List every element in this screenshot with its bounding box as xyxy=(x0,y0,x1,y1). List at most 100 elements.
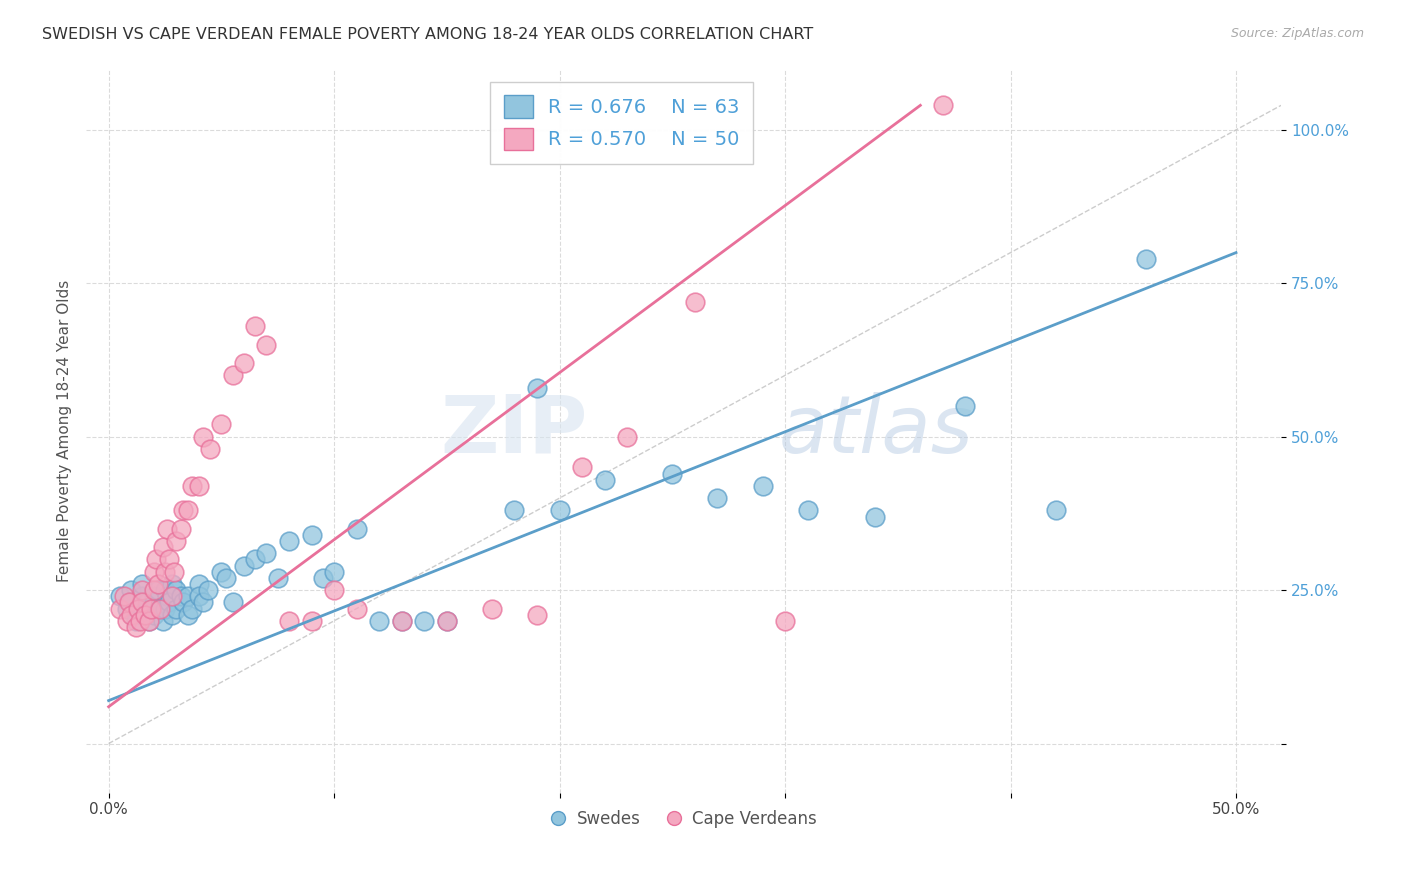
Cape Verdeans xyxy=(256,337,278,351)
Swedes xyxy=(142,589,165,603)
Swedes xyxy=(149,601,172,615)
Cape Verdeans xyxy=(160,589,183,603)
Swedes xyxy=(436,614,458,628)
Cape Verdeans xyxy=(323,583,346,598)
Cape Verdeans xyxy=(134,607,156,622)
Cape Verdeans xyxy=(159,552,181,566)
Cape Verdeans xyxy=(243,319,266,334)
Cape Verdeans xyxy=(198,442,221,456)
Swedes xyxy=(136,595,159,609)
Swedes xyxy=(120,583,142,598)
Text: SWEDISH VS CAPE VERDEAN FEMALE POVERTY AMONG 18-24 YEAR OLDS CORRELATION CHART: SWEDISH VS CAPE VERDEAN FEMALE POVERTY A… xyxy=(42,27,814,42)
Cape Verdeans xyxy=(145,552,167,566)
Cape Verdeans xyxy=(232,356,254,370)
Swedes xyxy=(124,614,146,628)
Swedes xyxy=(256,546,278,560)
Cape Verdeans xyxy=(141,601,163,615)
Swedes xyxy=(131,589,153,603)
Cape Verdeans xyxy=(176,503,198,517)
Cape Verdeans xyxy=(138,614,160,628)
Swedes xyxy=(1045,503,1067,517)
Swedes xyxy=(127,601,149,615)
Cape Verdeans xyxy=(148,577,170,591)
Swedes xyxy=(156,589,179,603)
Swedes xyxy=(142,595,165,609)
Swedes xyxy=(955,399,977,413)
Swedes xyxy=(131,577,153,591)
Cape Verdeans xyxy=(129,614,152,628)
Swedes xyxy=(221,595,243,609)
Cape Verdeans xyxy=(683,294,706,309)
Legend: Swedes, Cape Verdeans: Swedes, Cape Verdeans xyxy=(544,804,824,835)
Swedes xyxy=(413,614,436,628)
Cape Verdeans xyxy=(165,534,187,549)
Swedes xyxy=(131,607,153,622)
Swedes xyxy=(152,614,174,628)
Swedes xyxy=(187,589,209,603)
Cape Verdeans xyxy=(481,601,503,615)
Swedes xyxy=(115,601,138,615)
Text: ZIP: ZIP xyxy=(440,392,588,469)
Swedes xyxy=(176,607,198,622)
Swedes xyxy=(526,381,548,395)
Swedes xyxy=(197,583,219,598)
Swedes xyxy=(138,614,160,628)
Cape Verdeans xyxy=(131,583,153,598)
Swedes xyxy=(548,503,571,517)
Cape Verdeans xyxy=(187,479,209,493)
Cape Verdeans xyxy=(170,522,193,536)
Swedes xyxy=(160,607,183,622)
Swedes xyxy=(108,589,131,603)
Cape Verdeans xyxy=(526,607,548,622)
Swedes xyxy=(706,491,728,505)
Swedes xyxy=(120,595,142,609)
Cape Verdeans xyxy=(124,620,146,634)
Cape Verdeans xyxy=(156,522,179,536)
Cape Verdeans xyxy=(301,614,323,628)
Swedes xyxy=(176,589,198,603)
Swedes xyxy=(267,571,290,585)
Cape Verdeans xyxy=(153,565,176,579)
Swedes xyxy=(148,583,170,598)
Cape Verdeans xyxy=(616,430,638,444)
Cape Verdeans xyxy=(163,565,186,579)
Swedes xyxy=(142,607,165,622)
Cape Verdeans xyxy=(127,601,149,615)
Swedes xyxy=(391,614,413,628)
Swedes xyxy=(865,509,887,524)
Cape Verdeans xyxy=(391,614,413,628)
Swedes xyxy=(1135,252,1157,266)
Swedes xyxy=(503,503,526,517)
Swedes xyxy=(159,595,181,609)
Swedes xyxy=(215,571,238,585)
Cape Verdeans xyxy=(120,607,142,622)
Swedes xyxy=(172,595,194,609)
Swedes xyxy=(346,522,368,536)
Swedes xyxy=(751,479,773,493)
Swedes xyxy=(232,558,254,573)
Cape Verdeans xyxy=(108,601,131,615)
Swedes xyxy=(193,595,215,609)
Text: atlas: atlas xyxy=(779,392,974,469)
Y-axis label: Female Poverty Among 18-24 Year Olds: Female Poverty Among 18-24 Year Olds xyxy=(58,279,72,582)
Swedes xyxy=(312,571,335,585)
Cape Verdeans xyxy=(278,614,301,628)
Cape Verdeans xyxy=(152,540,174,554)
Text: Source: ZipAtlas.com: Source: ZipAtlas.com xyxy=(1230,27,1364,40)
Cape Verdeans xyxy=(181,479,204,493)
Swedes xyxy=(165,601,187,615)
Cape Verdeans xyxy=(346,601,368,615)
Cape Verdeans xyxy=(932,98,955,112)
Swedes xyxy=(209,565,232,579)
Cape Verdeans xyxy=(149,601,172,615)
Cape Verdeans xyxy=(131,595,153,609)
Swedes xyxy=(141,601,163,615)
Swedes xyxy=(243,552,266,566)
Swedes xyxy=(368,614,391,628)
Cape Verdeans xyxy=(773,614,796,628)
Cape Verdeans xyxy=(142,583,165,598)
Cape Verdeans xyxy=(172,503,194,517)
Swedes xyxy=(187,577,209,591)
Cape Verdeans xyxy=(193,430,215,444)
Cape Verdeans xyxy=(115,614,138,628)
